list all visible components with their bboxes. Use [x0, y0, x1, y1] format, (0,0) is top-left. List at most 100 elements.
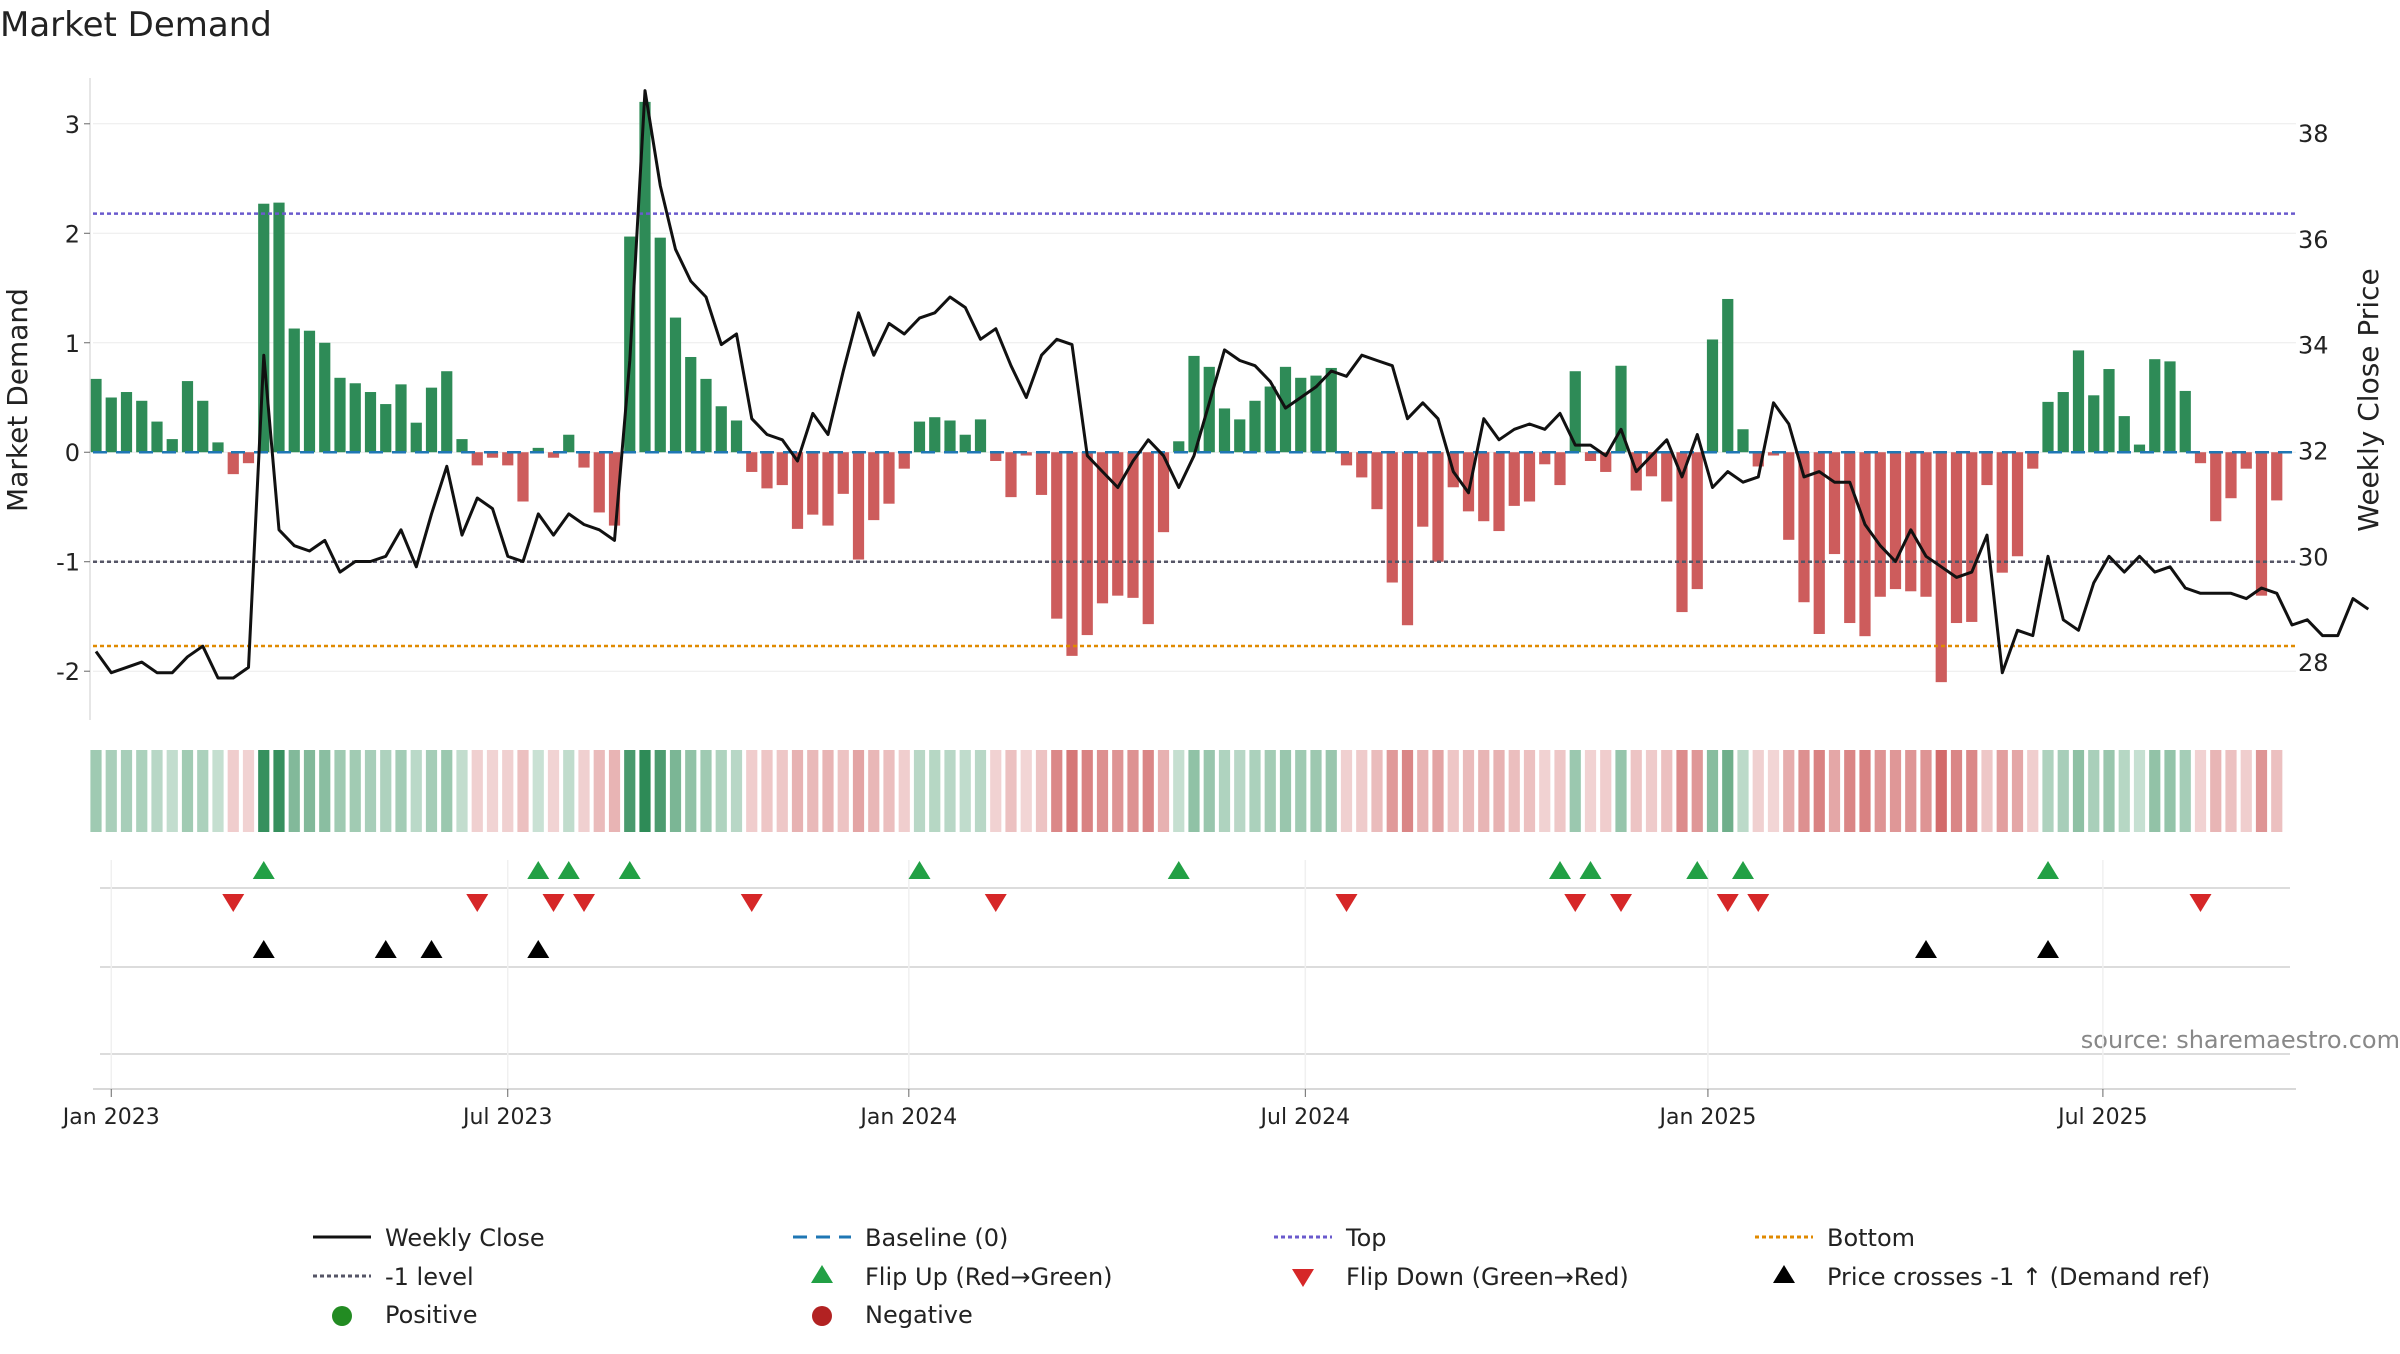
- demand-bar: [227, 452, 239, 475]
- demand-bar: [319, 342, 331, 453]
- heat-strip-cell: [1722, 750, 1734, 832]
- price-cross-marker: [420, 940, 443, 958]
- demand-bar: [1798, 452, 1810, 603]
- demand-bar: [929, 417, 941, 453]
- demand-bar: [410, 422, 422, 453]
- demand-bar: [898, 452, 910, 469]
- heat-strip-cell: [2118, 750, 2130, 832]
- demand-bar: [776, 452, 788, 486]
- heat-strip-cell: [2133, 750, 2146, 832]
- heat-strip-cell: [1035, 750, 1048, 832]
- heat-strip-cell: [395, 750, 407, 832]
- demand-bar: [1386, 452, 1398, 583]
- legend-label: -1 level: [385, 1263, 474, 1291]
- demand-bar: [608, 452, 621, 526]
- heat-strip-cell: [181, 750, 194, 832]
- flip-up-marker: [527, 861, 550, 879]
- price-cross-marker: [2037, 940, 2059, 958]
- heat-strip-cell: [1157, 750, 1170, 832]
- flip-down-marker: [1564, 894, 1587, 912]
- heat-strip-cell: [410, 750, 422, 832]
- demand-bar: [1401, 452, 1414, 626]
- heat-strip-cell: [761, 750, 773, 832]
- demand-bar: [1844, 452, 1856, 624]
- heat-strip-cell: [502, 750, 514, 832]
- flip-up-marker: [1686, 861, 1709, 879]
- heat-strip-cell: [303, 750, 316, 832]
- heat-strip-cell: [1081, 750, 1093, 832]
- heat-strip-cell: [1950, 750, 1963, 832]
- demand-bar: [700, 378, 712, 453]
- heat-strip-cell: [2088, 750, 2100, 832]
- legend-label: Negative: [865, 1301, 973, 1329]
- heat-strip-cell: [2057, 750, 2069, 832]
- heat-strip-cell: [654, 750, 666, 832]
- heat-strip-cell: [2011, 750, 2024, 832]
- demand-bar: [349, 383, 361, 453]
- heat-strip-cell: [1249, 750, 1261, 832]
- heat-strip-cell: [1584, 750, 1597, 832]
- demand-bar: [2225, 452, 2237, 499]
- demand-bar: [303, 330, 316, 453]
- heat-strip-cell: [2194, 750, 2207, 832]
- demand-bar: [395, 384, 407, 453]
- heat-strip-cell: [1859, 750, 1871, 832]
- heat-strip-cell: [1066, 750, 1078, 832]
- demand-bar: [1722, 298, 1734, 453]
- chart-title: Market Demand: [0, 5, 272, 45]
- heat-strip-cell: [471, 750, 483, 832]
- legend-label: Flip Up (Red→Green): [865, 1263, 1113, 1291]
- demand-bar: [532, 447, 544, 453]
- heat-strip-cell: [974, 750, 987, 832]
- demand-bar: [212, 442, 224, 453]
- y-tick-label-right: 30: [2298, 543, 2329, 571]
- demand-bar: [1051, 452, 1063, 619]
- demand-bar: [1676, 452, 1688, 613]
- demand-bars: [90, 101, 2283, 683]
- flip-down-marker: [542, 894, 565, 912]
- heat-strip-cell: [715, 750, 727, 832]
- flip-up-marker: [1579, 861, 1602, 879]
- demand-bar: [1554, 452, 1566, 486]
- demand-bar: [2210, 452, 2222, 522]
- heat-strip-cell: [1279, 750, 1292, 832]
- heat-strip-cell: [1371, 750, 1383, 832]
- y-tick-label-left: -1: [56, 549, 80, 577]
- heat-strip-cell: [242, 750, 255, 832]
- heat-strip-cell: [273, 750, 285, 832]
- demand-bar: [1859, 452, 1871, 637]
- demand-bar: [1691, 452, 1703, 590]
- demand-bar: [746, 452, 758, 472]
- heat-strip-cell: [929, 750, 941, 832]
- demand-bar: [2271, 452, 2283, 501]
- demand-bar: [1173, 441, 1185, 453]
- demand-bar: [1661, 452, 1673, 502]
- y-tick-label-left: 2: [65, 220, 80, 248]
- flip-up-marker: [1167, 861, 1190, 879]
- x-tick-label: Jan 2023: [61, 1105, 160, 1130]
- flip-down-marker: [984, 894, 1007, 912]
- source-annotation: source: sharemaestro.com: [2081, 1026, 2400, 1054]
- legend-label: Price crosses -1 ↑ (Demand ref): [1827, 1263, 2210, 1291]
- flip-up-marker: [618, 861, 641, 879]
- heat-strip-cell: [639, 750, 651, 832]
- flip-down-marker: [1335, 894, 1358, 912]
- heat-strip-cell: [791, 750, 804, 832]
- heat-strip-cell: [456, 750, 468, 832]
- heat-strip-cell: [2027, 750, 2039, 832]
- demand-bar: [1950, 452, 1963, 624]
- demand-bar: [883, 452, 895, 504]
- heat-strip-cell: [105, 750, 117, 832]
- heat-strip-cell: [425, 750, 438, 832]
- flip-down-marker: [1610, 894, 1632, 912]
- y-tick-label-left: 1: [65, 330, 80, 358]
- flip-down-marker: [2189, 894, 2212, 912]
- heat-strip-cell: [685, 750, 697, 832]
- heat-strip-cell: [1462, 750, 1475, 832]
- weekly-close-line: [94, 89, 2370, 680]
- demand-bar: [990, 452, 1002, 461]
- heat-strip-cell: [136, 750, 148, 832]
- heat-strip-cell: [1173, 750, 1185, 832]
- heat-strip-cell: [1844, 750, 1856, 832]
- demand-bar: [1218, 408, 1231, 453]
